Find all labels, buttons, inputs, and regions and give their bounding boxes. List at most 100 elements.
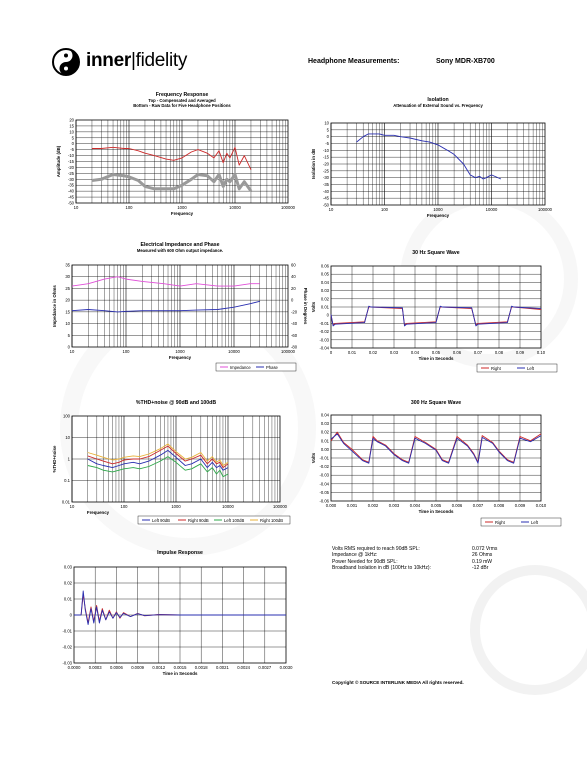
x-tick-label: 0.06	[453, 350, 462, 355]
y-tick-label: -40	[323, 189, 330, 194]
y-tick-label: 25	[65, 286, 70, 291]
x-tick-label: 10000	[229, 205, 241, 210]
thd-chart: %THD+noise @ 90dB and 100dB 100 10 1 0.1 0.01…	[52, 400, 291, 525]
y-tick-label: -45	[68, 195, 75, 200]
x-tick-label: 0.04	[411, 350, 420, 355]
series-line-gray	[91, 173, 253, 192]
x-tick-label: 0.02	[369, 350, 378, 355]
y-tick-label: -0.04	[319, 346, 329, 351]
y-tick-label: -40	[68, 189, 75, 194]
chart-title: 30 Hz Square Wave	[412, 250, 459, 256]
chart-title: Electrical Impedance and Phase	[140, 242, 219, 248]
y-tick-label: 0	[72, 141, 75, 146]
y-axis-label: Isolation in dB	[311, 149, 316, 179]
y2-tick-label: -40	[291, 321, 298, 326]
spec-value: 0.072 Vrms	[472, 546, 498, 552]
x-tick-label: 0.0000	[68, 665, 81, 670]
brand-name-bold: inner	[86, 50, 131, 71]
x-tick-label: 0.003	[389, 503, 400, 508]
y-tick-label: 0.05	[321, 272, 330, 277]
brand-name-light: fidelity	[135, 50, 188, 71]
innerfidelity-logo: inner|fidelity	[52, 46, 212, 78]
spec-row: Power Needed for 90dB SPL: 0.19 mW	[332, 559, 532, 565]
x-tick-label: 0.0003	[89, 665, 102, 670]
y-tick-label: -20	[68, 165, 75, 170]
series-line-blue	[356, 133, 502, 180]
y-tick-label: -0.01	[319, 456, 329, 461]
y-tick-label: 0.01	[321, 305, 330, 310]
y-tick-label: -35	[68, 183, 75, 188]
y-axis-label: Volts	[311, 452, 316, 463]
watermark-yin-yang	[470, 565, 587, 695]
header-label: Headphone Measurements:	[308, 58, 400, 65]
y-tick-label: 20	[69, 118, 74, 123]
x-tick-label: 0.09	[516, 350, 525, 355]
y-tick-label: -0.05	[319, 490, 329, 495]
series-line-impedance	[71, 276, 260, 287]
x-tick-label: 1000	[177, 205, 187, 210]
y-tick-label: -25	[68, 171, 75, 176]
yin-yang-icon	[52, 48, 80, 76]
series-line-blue	[74, 590, 286, 626]
x-tick-label: 0.07	[474, 350, 483, 355]
y2-axis-label: Phase in Degrees	[303, 288, 308, 325]
x-tick-label: 0.03	[390, 350, 399, 355]
x-tick-label: 0.0018	[195, 665, 208, 670]
y-tick-label: -0.03	[319, 473, 329, 478]
y-tick-label: -10	[68, 153, 75, 158]
series-line-right	[330, 431, 542, 463]
series-line-left	[330, 433, 542, 464]
y-tick-label: -35	[323, 182, 330, 187]
x-tick-label: 100	[121, 504, 129, 509]
y2-tick-label: -80	[291, 345, 298, 350]
legend-label: Right 90dB	[188, 518, 209, 523]
spec-value: 26 Ohms	[472, 552, 493, 559]
legend-label: Right	[491, 366, 502, 371]
y-tick-label: 1	[68, 457, 71, 462]
spec-row: Broadband Isolation in dB (100Hz to 10kH…	[332, 565, 532, 571]
x-axis-label: Time in Seconds	[163, 671, 198, 676]
y-tick-label: 20	[65, 298, 70, 303]
y-tick-label: -45	[323, 196, 330, 201]
x-tick-label: 0.0024	[237, 665, 250, 670]
y-tick-label: -5	[325, 141, 329, 146]
y-tick-label: 0.01	[321, 438, 330, 443]
x-tick-label: 0.01	[348, 350, 357, 355]
chart-subtitle: Top - Compensated and Averaged	[148, 98, 216, 103]
legend-label: Right	[495, 520, 506, 525]
series-line-red	[92, 146, 252, 170]
legend-label: Left 90dB	[152, 518, 170, 523]
x-tick-label: 1000	[171, 504, 181, 509]
y-tick-label: 0.00	[321, 447, 330, 452]
header-model: Sony MDR-XB700	[436, 58, 495, 65]
y-tick-label: -25	[323, 168, 330, 173]
y-tick-label: 0.1	[64, 478, 70, 483]
y-tick-label: -30	[323, 175, 330, 180]
y-tick-label: -0.02	[319, 329, 329, 334]
chart-title: Frequency Response	[156, 92, 209, 98]
x-tick-label: 1000	[175, 349, 185, 354]
y-tick-label: 10	[65, 435, 70, 440]
y-tick-label: 0	[70, 613, 73, 618]
y2-tick-label: 20	[291, 286, 296, 291]
spec-label: Impedance @ 1kHz:	[332, 552, 378, 559]
y2-tick-label: 60	[291, 263, 296, 268]
x-axis-label: Frequency	[169, 355, 192, 360]
x-tick-label: 100	[381, 207, 389, 212]
x-tick-label: 1000	[433, 207, 443, 212]
chart-title: Impulse Response	[157, 550, 203, 556]
y-tick-label: -10	[323, 148, 330, 153]
y-tick-label: 35	[65, 263, 70, 268]
y-tick-label: 0	[68, 345, 71, 350]
spec-label: Power Needed for 90dB SPL:	[332, 558, 398, 565]
y-axis-label: Amplitude (dB)	[56, 145, 61, 177]
x-tick-label: 100000	[281, 349, 296, 354]
x-axis-label: Time in Seconds	[419, 356, 454, 361]
impulse-response-chart: Impulse Response 0.03 0.02 0.01 0 -0.01 -0.02 -…	[62, 550, 293, 676]
x-tick-label: 0	[330, 350, 333, 355]
y-tick-label: -0.03	[62, 661, 72, 666]
chart-subtitle: Attenuation of External Sound vs. Freque…	[393, 103, 483, 108]
y-axis-label: %THD+noise	[52, 445, 57, 473]
x-tick-label: 100	[123, 349, 131, 354]
